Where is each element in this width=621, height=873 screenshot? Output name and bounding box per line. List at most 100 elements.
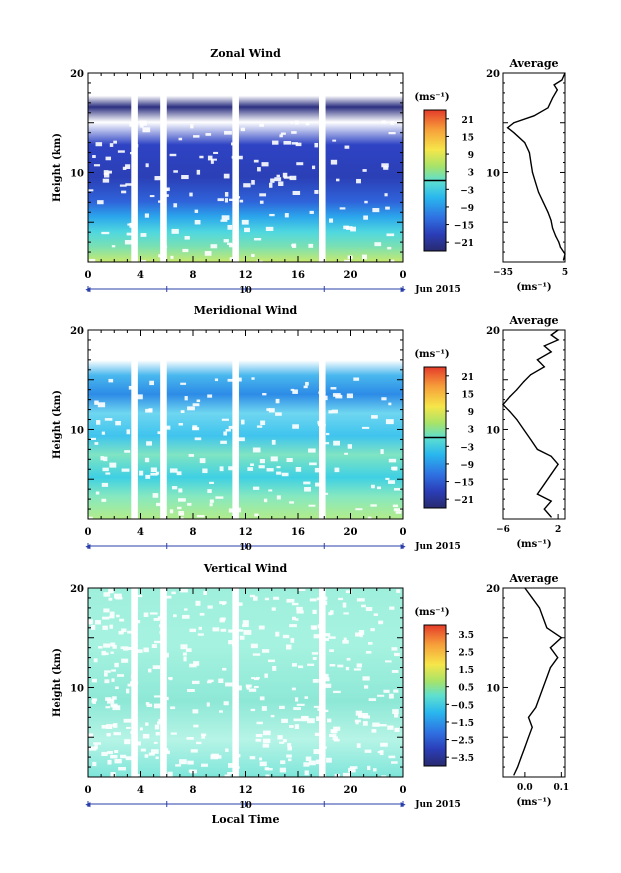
data-gap-speckle <box>385 419 394 425</box>
colorbar-tick-label: 3 <box>468 169 474 179</box>
data-gap-speckle <box>173 203 178 208</box>
data-gap-speckle <box>220 440 227 444</box>
data-gap-speckle <box>259 761 267 767</box>
profile-point <box>531 726 533 728</box>
data-gap-speckle <box>108 378 114 383</box>
data-gap-speckle <box>128 385 134 390</box>
data-gap-speckle <box>191 680 200 685</box>
data-gap-speckle <box>110 703 118 708</box>
x-tick-label: 20 <box>344 527 358 538</box>
data-gap-speckle <box>297 665 304 669</box>
data-gap-speckle <box>282 172 288 178</box>
data-gap-speckle <box>148 752 155 756</box>
profile-point <box>538 696 541 699</box>
data-gap-speckle <box>250 708 256 712</box>
profile-point <box>528 151 530 154</box>
profile-x-axis-label: (ms⁻¹) <box>516 539 551 550</box>
data-gap-speckle <box>107 750 113 755</box>
data-gap-speckle <box>173 614 177 618</box>
data-gap-speckle <box>255 738 262 742</box>
data-gap-speckle <box>169 509 174 514</box>
data-gap-speckle <box>251 180 255 185</box>
data-gap-speckle <box>189 192 193 197</box>
data-gap-speckle <box>183 656 187 662</box>
data-gap-speckle <box>391 647 398 651</box>
y-tick-label: 10 <box>70 168 84 179</box>
data-gap-speckle <box>170 732 177 735</box>
colorbar <box>423 624 447 767</box>
data-gap-speckle <box>294 120 299 125</box>
data-gap-speckle <box>324 673 329 679</box>
data-gap-speckle <box>121 468 130 472</box>
data-gap-speckle <box>289 501 295 504</box>
data-gap-speckle <box>380 449 384 455</box>
data-gap-speckle <box>111 245 116 248</box>
data-gap-speckle <box>359 634 363 638</box>
profile-y-tick-label: 10 <box>486 168 500 179</box>
profile-title: Average <box>508 314 558 327</box>
data-gap-speckle <box>152 665 161 670</box>
data-gap-speckle <box>225 429 231 432</box>
profile-point <box>507 127 509 129</box>
data-gap-speckle <box>387 246 392 250</box>
data-gap-speckle <box>210 158 217 161</box>
data-gap-speckle <box>101 482 109 487</box>
data-gap-speckle <box>281 472 289 477</box>
data-gap-speckle <box>387 725 394 730</box>
data-gap-speckle <box>178 137 183 141</box>
profile-point <box>550 500 552 502</box>
data-gap-speckle <box>315 759 321 765</box>
profile-point <box>562 259 565 261</box>
data-gap-speckle <box>171 228 179 234</box>
data-gap-speckle <box>113 140 117 144</box>
data-gap-speckle <box>313 705 320 708</box>
data-gap-speckle <box>115 686 119 690</box>
data-gap-speckle <box>154 176 161 181</box>
data-gap-speckle <box>333 440 341 446</box>
data-gap-speckle <box>278 181 284 187</box>
data-gap-speckle <box>184 608 188 611</box>
data-gap-speckle <box>118 630 124 635</box>
data-gap-speckle <box>367 641 373 645</box>
profile-point <box>557 657 559 659</box>
profile-point <box>535 706 537 708</box>
data-gap-speckle <box>343 612 349 615</box>
data-gap-speckle <box>180 410 185 414</box>
data-gap-speckle <box>110 754 118 759</box>
profile-point <box>527 716 530 718</box>
data-gap-speckle <box>395 511 402 514</box>
data-gap-speckle <box>258 625 265 630</box>
profile-frame <box>502 587 566 778</box>
data-gap-speckle <box>170 706 176 710</box>
data-gap-speckle <box>178 498 186 502</box>
y-axis-label: Height (km) <box>52 390 63 459</box>
profile-point <box>555 235 557 237</box>
data-gap-speckle <box>94 442 99 445</box>
data-gap-speckle <box>388 776 394 782</box>
profile-point <box>538 607 541 609</box>
data-gap-speckle <box>388 693 394 699</box>
data-gap-speckle <box>179 517 184 520</box>
data-gap-speckle <box>184 236 190 240</box>
data-gap-speckle <box>124 450 131 453</box>
x-tick-label: 0 <box>85 785 92 796</box>
data-gap-speckle <box>292 424 299 429</box>
data-gap-speckle <box>228 629 235 633</box>
data-gap-speckle <box>180 382 187 385</box>
data-gap-speckle <box>329 734 337 738</box>
data-gap-speckle <box>140 748 146 752</box>
data-gap-speckle <box>252 486 260 490</box>
data-gap-speckle <box>239 199 244 203</box>
data-gap-speckle <box>97 402 106 408</box>
data-gap-speckle <box>262 738 271 744</box>
data-gap-speckle <box>150 472 158 476</box>
data-gap-speckle <box>253 685 259 688</box>
data-gap-speckle <box>220 219 228 222</box>
data-gap-speckle <box>312 609 317 615</box>
data-gap-speckle <box>102 625 108 630</box>
data-gap-speckle <box>207 394 213 398</box>
data-gap-speckle <box>119 618 125 622</box>
data-gap-speckle <box>194 209 199 213</box>
colorbar-tick-label: 9 <box>468 151 474 161</box>
data-gap-speckle <box>367 765 371 771</box>
